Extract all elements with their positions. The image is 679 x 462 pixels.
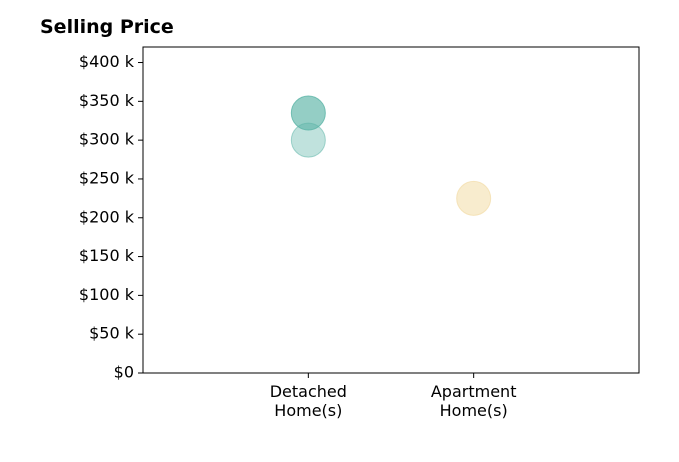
y-tick-label: $0: [114, 363, 134, 382]
scatter-point: [456, 180, 492, 216]
x-tick-label: Apartment Home(s): [431, 382, 517, 420]
x-tick-label: Detached Home(s): [270, 382, 347, 420]
markers-layer: [290, 95, 492, 216]
y-tick-label: $250 k: [79, 168, 135, 187]
y-axis: $0 $50 k $100 k $150 k $200 k $250 k $300 k $35…: [79, 52, 143, 382]
x-axis: Detached Home(s) Apartment Home(s): [270, 373, 517, 420]
y-tick-label: $400 k: [79, 52, 135, 71]
y-tick-label: $300 k: [79, 130, 135, 149]
y-tick-label: $350 k: [79, 91, 135, 110]
scatter-point: [290, 95, 326, 131]
y-tick-label: $100 k: [79, 285, 135, 304]
plot-area-frame: [142, 46, 640, 374]
y-tick-label: $200 k: [79, 207, 135, 226]
scatter-point: [290, 122, 326, 158]
y-tick-label: $150 k: [79, 246, 135, 265]
y-tick-label: $50 k: [89, 324, 135, 343]
chart-title: Selling Price: [40, 16, 174, 38]
